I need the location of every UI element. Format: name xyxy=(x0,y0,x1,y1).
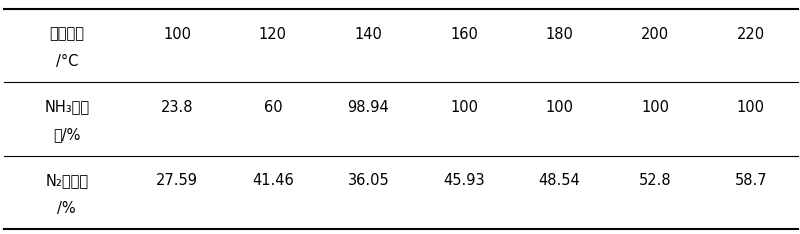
Text: NH₃转化: NH₃转化 xyxy=(44,99,90,114)
Text: 220: 220 xyxy=(737,26,765,42)
Text: 23.8: 23.8 xyxy=(161,99,194,114)
Text: 160: 160 xyxy=(450,26,478,42)
Text: 58.7: 58.7 xyxy=(734,173,767,188)
Text: 36.05: 36.05 xyxy=(347,173,390,188)
Text: 100: 100 xyxy=(163,26,191,42)
Text: 180: 180 xyxy=(546,26,574,42)
Text: 100: 100 xyxy=(641,99,669,114)
Text: 60: 60 xyxy=(263,99,282,114)
Text: 98.94: 98.94 xyxy=(347,99,390,114)
Text: 52.8: 52.8 xyxy=(639,173,671,188)
Text: 140: 140 xyxy=(354,26,382,42)
Text: 120: 120 xyxy=(259,26,287,42)
Text: 45.93: 45.93 xyxy=(443,173,485,188)
Text: /°C: /°C xyxy=(55,54,78,69)
Text: 48.54: 48.54 xyxy=(538,173,581,188)
Text: 27.59: 27.59 xyxy=(156,173,198,188)
Text: 100: 100 xyxy=(546,99,574,114)
Text: N₂选择率: N₂选择率 xyxy=(45,173,88,188)
Text: /%: /% xyxy=(58,201,76,216)
Text: 率/%: 率/% xyxy=(53,128,81,143)
Text: 100: 100 xyxy=(737,99,765,114)
Text: 反应温度: 反应温度 xyxy=(50,26,84,42)
Text: 41.46: 41.46 xyxy=(252,173,294,188)
Text: 100: 100 xyxy=(450,99,478,114)
Text: 200: 200 xyxy=(641,26,669,42)
